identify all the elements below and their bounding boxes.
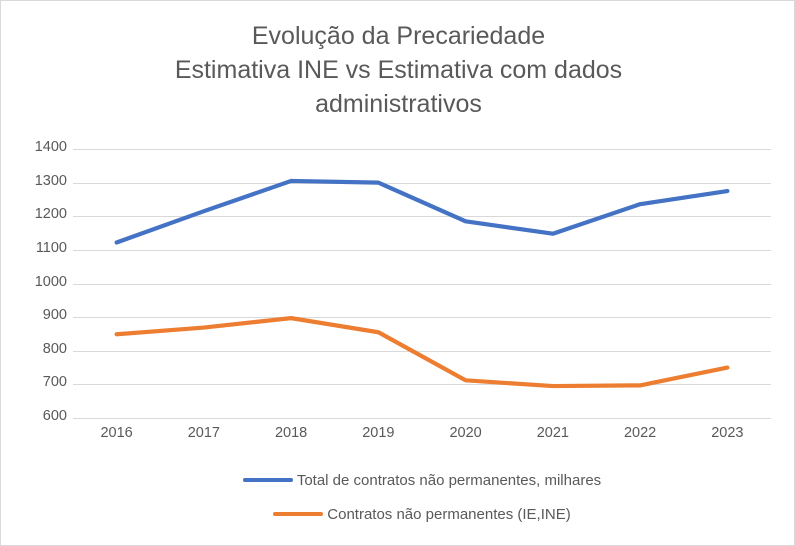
gridline [73,182,771,184]
chart-title-line-2: Estimativa INE vs Estimativa com dados [174,56,623,84]
y-axis-tick-label: 1100 [35,239,67,256]
y-axis-tick-label: 1400 [34,139,67,155]
gridline [73,317,771,319]
legend-item[interactable]: Contratos não permanentes (IE,INE) [73,501,771,527]
legend-label: Contratos não permanentes (IE,INE) [327,505,571,523]
y-axis-tick-label: 900 [42,307,67,324]
x-axis-tick-label: 2022 [623,425,657,441]
gridline [73,418,771,419]
chart-title-line-1: Evolução da Precariedade [251,22,546,50]
gridline [73,384,771,386]
legend-color-swatch [242,478,293,482]
gridline [73,216,771,218]
gridline [73,350,771,352]
y-axis-tick-label: 600 [42,408,67,424]
x-axis-tick-label: 2018 [274,425,308,441]
series-line [114,178,730,245]
legend-label: Total de contratos não permanentes, milh… [296,471,602,489]
chart-legend: Total de contratos não permanentes, milh… [73,467,771,529]
gridline [73,283,771,285]
chart-title: Evolução da Precariedade Estimativa INE … [61,19,736,121]
plot-area [73,149,771,419]
y-axis-tick-label: 1200 [34,206,67,223]
x-axis-tick-label: 2016 [100,425,133,441]
y-axis-tick-label: 800 [42,340,67,357]
x-axis-tick-label: 2023 [711,425,744,441]
x-axis-tick-label: 2017 [187,425,220,441]
x-axis-tick-label: 2020 [449,425,482,441]
gridline [73,249,771,251]
y-axis-tick-label: 700 [42,374,67,391]
series-lines [114,178,730,389]
x-axis-tick-label: 2021 [536,425,569,441]
x-axis-tick-label: 2019 [362,425,395,441]
y-axis: 1400 1300 1200 1100 1000 900 800 700 600 [9,139,67,424]
y-axis-tick-label: 1300 [34,172,67,189]
x-axis: 2016 2017 2018 2019 2020 2021 2022 2023 [73,425,771,449]
gridline [73,149,771,150]
series-line [114,316,730,389]
legend-item[interactable]: Total de contratos não permanentes, milh… [73,467,771,493]
y-axis-tick-label: 1000 [34,273,67,290]
chart-title-line-3: administrativos [315,90,482,118]
legend-color-swatch [273,512,324,516]
